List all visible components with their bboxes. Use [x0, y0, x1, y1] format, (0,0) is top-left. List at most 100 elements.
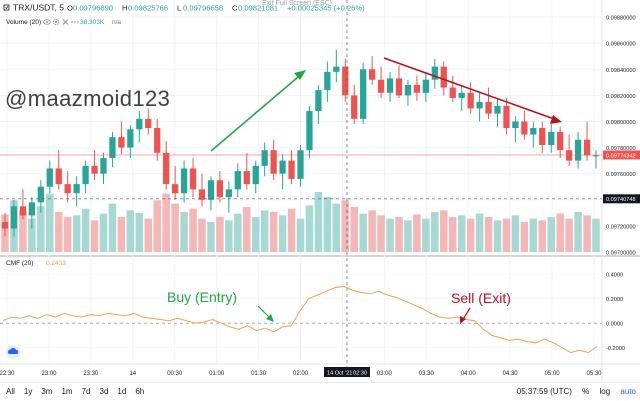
- percent-toggle[interactable]: %: [582, 387, 590, 396]
- candle-body: [539, 128, 546, 145]
- current-price-badge-label: 0.09774342: [606, 153, 636, 159]
- volume-bar: [278, 215, 287, 252]
- volume-bar: [54, 212, 63, 252]
- gear-icon[interactable]: [53, 18, 60, 25]
- volume-bar: [234, 213, 242, 252]
- candle-body: [467, 92, 474, 109]
- candle-body: [225, 189, 232, 198]
- auto-toggle[interactable]: auto: [620, 387, 636, 396]
- ohlc-key: H: [122, 4, 127, 13]
- period-selector: All 1y 3m 1m 7d 3d 1d 6h: [6, 387, 153, 396]
- period-6h[interactable]: 6h: [135, 387, 145, 396]
- period-1y[interactable]: 1y: [23, 387, 33, 396]
- volume-bar: [90, 220, 99, 252]
- candle-body: [154, 128, 161, 153]
- volume-indicator-label[interactable]: Volume (20): [6, 19, 41, 26]
- ohlc-value: 0.09796658: [183, 4, 223, 13]
- candle-body: [369, 69, 376, 80]
- volume-bar: [63, 217, 72, 252]
- current-price-badge: [603, 150, 640, 160]
- volume-bar: [466, 218, 475, 252]
- log-toggle[interactable]: log: [599, 387, 611, 396]
- candle-body: [55, 168, 62, 185]
- candle-body: [342, 66, 349, 96]
- buy-pointer-arrowhead: [266, 314, 274, 322]
- volume-bar: [269, 212, 278, 252]
- ohlc-value: 0.09825766: [128, 4, 168, 13]
- period-1d[interactable]: 1d: [117, 387, 127, 396]
- period-3m[interactable]: 3m: [41, 387, 53, 396]
- candle-body: [189, 168, 197, 190]
- collapse-legend-icon[interactable]: [3, 4, 10, 11]
- chart-canvas[interactable]: 0.09880000 0.09860000 0.09840000 0.09820000…: [0, 0, 640, 382]
- candle-body: [449, 87, 456, 98]
- candle-body: [109, 137, 116, 159]
- utc-clock[interactable]: 05:37:59 (UTC): [516, 387, 572, 396]
- candle-body: [118, 137, 125, 148]
- candle-body: [566, 150, 573, 161]
- candle-body: [207, 180, 215, 200]
- candle-body: [100, 158, 107, 174]
- volume-bar: [565, 218, 573, 252]
- volume-bar: [386, 218, 394, 252]
- candle-body: [10, 206, 18, 229]
- time-axis-label: 03:00: [377, 371, 393, 377]
- volume-bar: [126, 210, 135, 252]
- period-3d[interactable]: 3d: [99, 387, 109, 396]
- candle-body: [440, 66, 447, 88]
- volume-bar: [305, 205, 314, 252]
- symbol-title[interactable]: TRX/USDT, 5: [13, 3, 64, 13]
- candle-body: [28, 202, 35, 216]
- sell-exit-label: Sell (Exit): [451, 290, 511, 306]
- volume-bar: [99, 213, 108, 252]
- volume-bar: [46, 193, 54, 252]
- candle-body: [127, 129, 134, 148]
- candle-body: [279, 160, 286, 174]
- volume-bar: [440, 210, 448, 252]
- close-icon[interactable]: [62, 19, 69, 25]
- volume-bar: [135, 212, 144, 252]
- period-1m[interactable]: 1m: [61, 387, 73, 396]
- candle-body: [512, 121, 519, 128]
- cloud-icon[interactable]: [6, 345, 20, 359]
- volume-bar: [225, 220, 233, 252]
- volume-bar: [493, 220, 502, 252]
- bottom-toolbar: All 1y 3m 1m 7d 3d 1d 6h 05:37:59 (UTC) % log a…: [0, 382, 640, 401]
- candle-body: [252, 165, 259, 185]
- ohlc-key: C: [232, 4, 238, 13]
- candle-body: [431, 66, 438, 80]
- volume-bar: [422, 218, 430, 252]
- price-tick-label: 0.09880000: [606, 16, 636, 22]
- volume-bar: [413, 214, 421, 252]
- candle-body: [485, 101, 492, 114]
- exit-fullscreen-hint[interactable]: Exit Full Screen (ESC): [262, 0, 333, 7]
- cmf-tick-label: 0.2000: [606, 297, 623, 303]
- price-tick-label: 0.09720000: [606, 224, 636, 230]
- volume-bar: [216, 217, 224, 252]
- candle-body: [19, 206, 27, 216]
- price-tick-label: 0.09800000: [606, 120, 636, 126]
- candle-body: [91, 165, 98, 174]
- volume-bar: [395, 217, 403, 252]
- time-axis-label: 01:00: [209, 371, 225, 377]
- volume-bar: [341, 200, 350, 252]
- cmf-indicator-label[interactable]: CMF (20): [6, 260, 33, 267]
- volume-bar: [592, 218, 600, 252]
- time-axis-label: 00:30: [167, 371, 183, 377]
- candle-body: [243, 171, 250, 185]
- candle-body: [404, 84, 412, 96]
- candle-body: [548, 131, 555, 145]
- candle-body: [163, 152, 170, 185]
- period-all[interactable]: All: [6, 387, 15, 396]
- crosshair-time: 02:30: [353, 371, 367, 377]
- volume-bar: [153, 200, 161, 252]
- volume-bar: [198, 218, 206, 252]
- more-icon[interactable]: [71, 21, 79, 23]
- eye-icon[interactable]: [43, 19, 51, 25]
- candle-body: [592, 155, 600, 157]
- candle-body: [270, 150, 277, 174]
- period-7d[interactable]: 7d: [81, 387, 91, 396]
- candle-body: [574, 139, 582, 161]
- volume-bar: [529, 218, 538, 252]
